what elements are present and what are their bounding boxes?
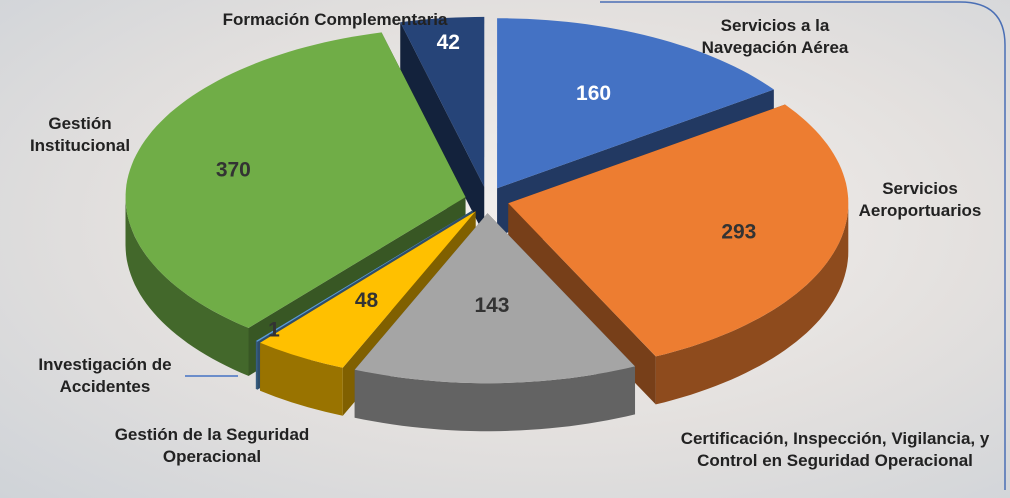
- data-label: 143: [474, 294, 509, 317]
- category-label: Gestión Institucional: [29, 114, 131, 155]
- slice-top: [400, 16, 485, 187]
- slice-side: [260, 342, 343, 416]
- data-label: 42: [437, 31, 460, 54]
- pie: [125, 16, 849, 432]
- data-label: 370: [216, 159, 251, 182]
- slice-side: [255, 341, 258, 390]
- data-label: 48: [355, 289, 379, 312]
- slice-top: [508, 104, 849, 357]
- category-label: Formación Complementaria: [222, 10, 448, 29]
- frame: [600, 1, 1006, 490]
- slice-side: [354, 366, 635, 432]
- slice-top: [260, 211, 476, 368]
- data-label: 160: [576, 82, 611, 105]
- data-label: 1: [268, 318, 280, 341]
- category-label: Certificación, Inspección, Vigilancia, y…: [680, 429, 990, 470]
- slice-top: [354, 213, 635, 384]
- category-label: Investigación de Accidentes: [38, 355, 172, 396]
- category-label: Servicios a la Navegación Aérea: [701, 16, 849, 57]
- slice-top: [125, 32, 466, 328]
- category-label: Servicios Aeroportuarios: [858, 179, 982, 220]
- slice-top: [255, 210, 474, 342]
- slice-side: [125, 197, 249, 376]
- slice: [354, 213, 636, 432]
- slice: [400, 16, 485, 235]
- category-label: Gestión de la Seguridad Operacional: [114, 425, 310, 466]
- slice-wall: [400, 22, 485, 235]
- slice-top: [497, 18, 774, 189]
- slice-side: [655, 203, 849, 405]
- data-label: 293: [721, 220, 756, 243]
